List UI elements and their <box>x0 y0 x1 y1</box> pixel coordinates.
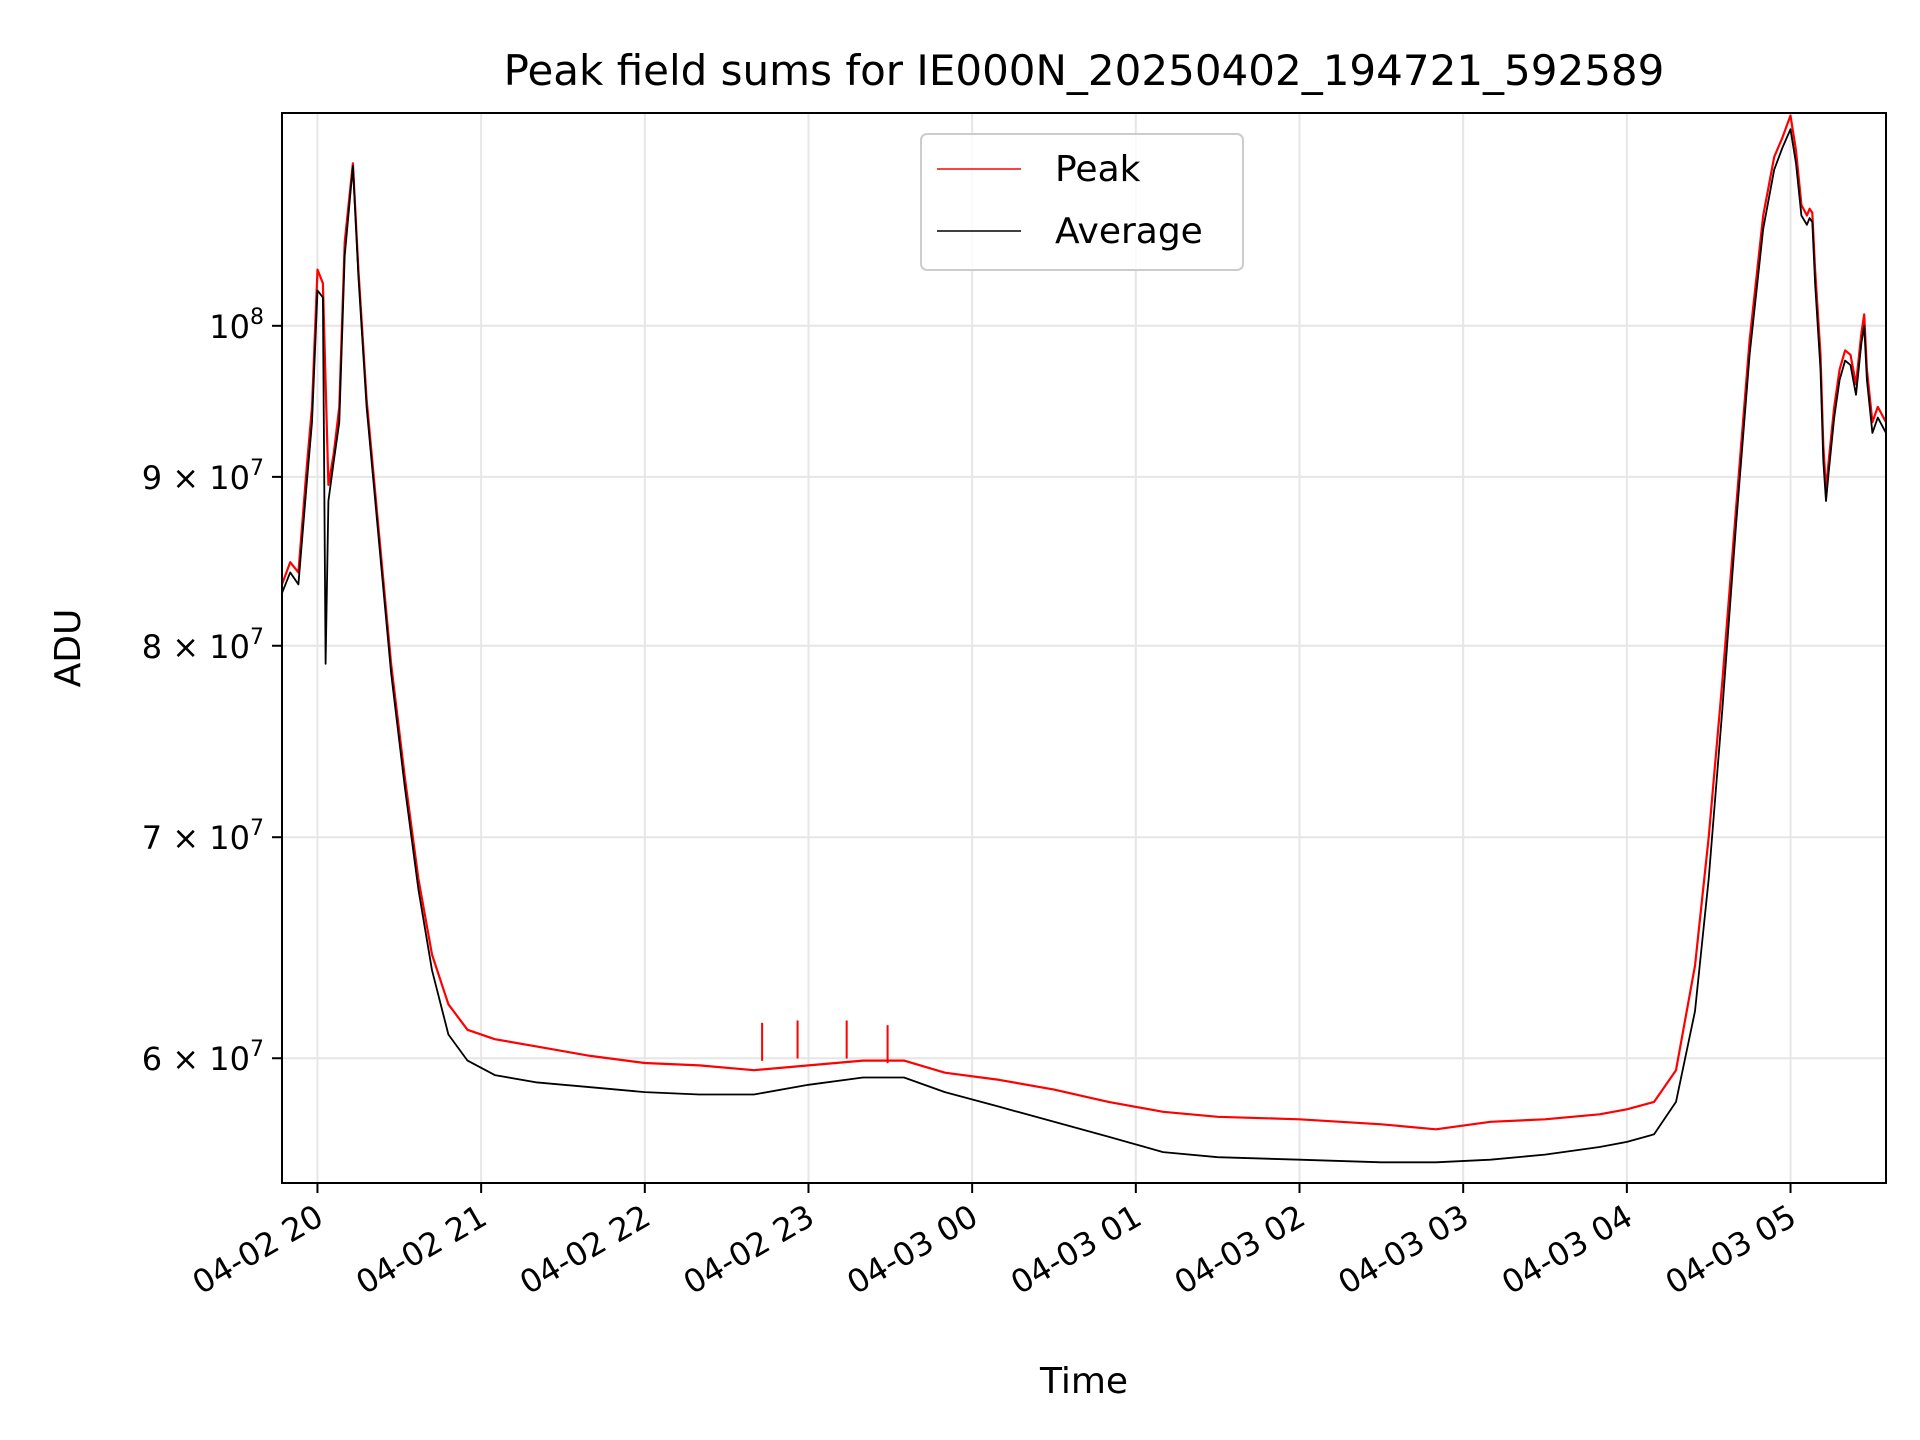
y-tick-base: 10 <box>209 459 250 497</box>
series-group <box>282 114 1886 1164</box>
y-tick-times: × <box>162 1040 209 1078</box>
y-tick-base: 10 <box>209 1040 250 1078</box>
y-tick-times: × <box>162 459 209 497</box>
legend-box <box>920 133 1244 271</box>
y-tick-times: × <box>162 819 209 857</box>
legend-label-peak: Peak <box>1055 149 1141 190</box>
y-tick-label: 9 × 107 <box>142 456 264 497</box>
y-tick-label: 108 <box>209 305 264 346</box>
y-tick-label: 7 × 107 <box>142 816 264 857</box>
y-tick-times: × <box>162 628 209 666</box>
y-tick-exponent: 7 <box>250 625 264 650</box>
y-tick-exponent: 7 <box>250 1037 264 1062</box>
y-axis-label: ADU <box>48 609 89 688</box>
x-axis-label: Time <box>1039 1361 1128 1402</box>
legend-label-average: Average <box>1055 211 1203 252</box>
y-tick-base: 10 <box>209 819 250 857</box>
y-tick-exponent: 7 <box>250 456 264 481</box>
y-tick-mantissa: 6 <box>142 1040 162 1078</box>
grid <box>282 113 1886 1183</box>
y-tick-mantissa: 7 <box>142 819 162 857</box>
y-tick-exponent: 8 <box>250 305 264 330</box>
y-tick-exponent: 7 <box>250 816 264 841</box>
legend: Peak Average <box>920 133 1244 271</box>
y-tick-mantissa: 9 <box>142 459 162 497</box>
y-tick-label: 6 × 107 <box>142 1037 264 1078</box>
chart-title: Peak field sums for IE000N_20250402_1947… <box>504 46 1665 95</box>
y-tick-label: 8 × 107 <box>142 625 264 666</box>
series-line-average <box>282 128 1886 1164</box>
y-tick-base: 10 <box>209 308 250 346</box>
y-tick-mantissa: 8 <box>142 628 162 666</box>
y-tick-base: 10 <box>209 628 250 666</box>
plot-frame <box>281 112 1887 1184</box>
